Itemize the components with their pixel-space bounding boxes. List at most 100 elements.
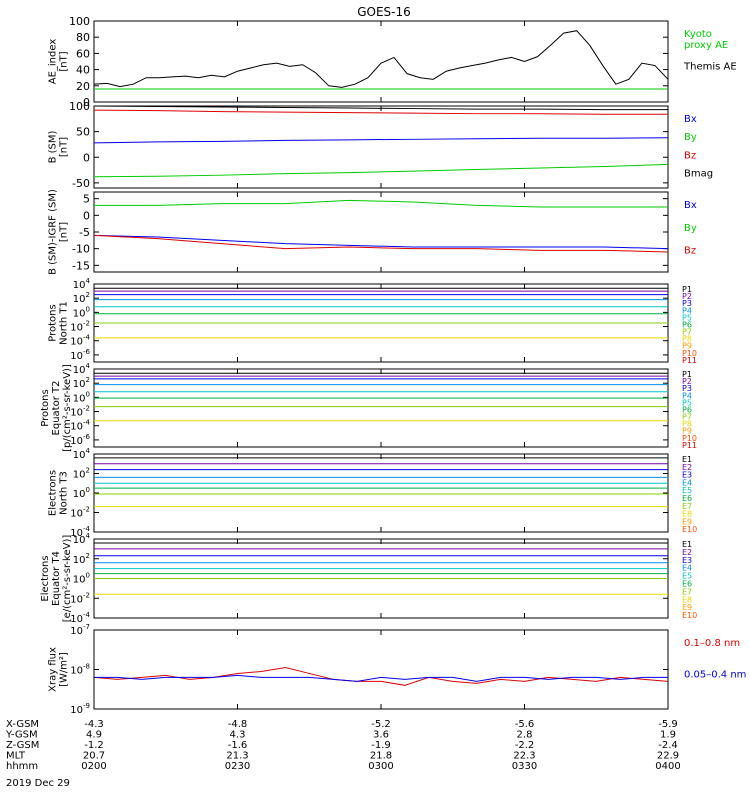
y-tick-label: 10-4 xyxy=(70,525,90,539)
legend-item: E4 xyxy=(682,478,692,487)
footer-value: -2.4 xyxy=(658,740,678,751)
legend-item: P4 xyxy=(682,306,692,315)
y-tick-label: 102 xyxy=(73,467,90,481)
legend-item: P7 xyxy=(682,328,692,337)
legend-item: E8 xyxy=(682,510,692,519)
legend-item: E2 xyxy=(682,548,692,557)
legend-item: 0.05–0.4 nm xyxy=(684,670,746,681)
y-tick-label: 104 xyxy=(73,277,91,291)
y-tick-label: 60 xyxy=(76,47,90,60)
footer-value: -4.3 xyxy=(84,719,104,730)
y-tick-label: 40 xyxy=(76,64,90,77)
footer-value: -1.2 xyxy=(84,740,104,751)
legend-item: Kyoto xyxy=(684,29,712,40)
series-0-05-0-4-nm xyxy=(94,674,668,682)
y-axis-label: Equator T2 xyxy=(51,381,62,436)
y-tick-label: 104 xyxy=(73,362,91,376)
footer-value: -5.2 xyxy=(371,719,391,730)
y-tick-label: 100 xyxy=(73,390,90,404)
y-tick-label: 10-6 xyxy=(70,348,90,362)
footer-value: 21.3 xyxy=(226,751,248,762)
legend-item: E6 xyxy=(682,580,692,589)
y-tick-label: -10 xyxy=(72,243,90,256)
legend-item: By xyxy=(684,132,697,143)
legend-item: E3 xyxy=(682,471,692,480)
legend-item: E9 xyxy=(682,603,692,612)
footer-value: 20.7 xyxy=(83,751,105,762)
legend-item: P10 xyxy=(682,349,697,358)
y-tick-label: 102 xyxy=(73,376,90,390)
legend-item: P11 xyxy=(682,356,697,365)
series-bx xyxy=(93,137,669,144)
legend-item: P9 xyxy=(682,342,692,351)
footer-row-label: Z-GSM xyxy=(6,740,39,751)
footer-value: 22.3 xyxy=(513,751,535,762)
legend-item: Bz xyxy=(684,246,696,257)
footer-value: 0200 xyxy=(81,761,106,772)
footer-value: -1.6 xyxy=(228,740,248,751)
legend-item: E9 xyxy=(682,517,692,526)
legend-item: Bx xyxy=(684,200,697,211)
panel-frame xyxy=(93,368,669,448)
footer-row-label: Y-GSM xyxy=(5,730,38,741)
footer-value: 21.8 xyxy=(370,751,392,762)
y-axis-label: Protons xyxy=(40,389,51,426)
footer-value: 0300 xyxy=(368,761,393,772)
y-axis-label: [nT] xyxy=(59,51,70,71)
y-tick-label: 104 xyxy=(73,447,91,461)
legend-item: P10 xyxy=(682,434,697,443)
series-bx xyxy=(93,234,669,250)
chart-title: GOES-16 xyxy=(357,5,411,19)
legend-item: P9 xyxy=(682,427,692,436)
series-themis-ae xyxy=(93,30,669,88)
y-axis-label: B (SM) xyxy=(48,130,59,163)
y-axis-label: North T3 xyxy=(59,471,70,515)
panel-frame xyxy=(93,20,669,103)
y-tick-label: 100 xyxy=(69,100,90,113)
y-tick-label: 10-8 xyxy=(70,663,90,677)
footer-value: -2.2 xyxy=(515,740,535,751)
panel-frame xyxy=(93,191,669,273)
y-tick-label: 100 xyxy=(73,486,90,500)
y-axis-label: [p/(cm²-s-sr-keV)] xyxy=(62,364,73,452)
y-tick-label: 10-4 xyxy=(70,419,90,433)
y-tick-label: 0 xyxy=(83,96,90,109)
panel-6: 104 102 100 10-2 10-4 Electrons North T3 E1E2E3… xyxy=(48,447,698,539)
series-by xyxy=(93,163,669,178)
y-tick-label: 10-2 xyxy=(70,591,90,605)
legend-item: P8 xyxy=(682,420,692,429)
legend-item: P3 xyxy=(682,299,692,308)
panel-8: 10-7 10-8 10-9 Xray flux [W/m²] 0.1–0.8 nm 0.0… xyxy=(48,623,747,716)
legend-item: P1 xyxy=(682,370,692,379)
legend-item: By xyxy=(684,223,697,234)
y-tick-label: 100 xyxy=(73,305,90,319)
y-tick-label: 10-4 xyxy=(70,334,90,348)
series-bz xyxy=(93,234,669,253)
legend-item: E5 xyxy=(682,486,692,495)
series-bz xyxy=(93,109,668,115)
y-tick-label: 0 xyxy=(83,209,90,222)
y-tick-label: 10-2 xyxy=(70,405,90,419)
y-tick-label: 10-4 xyxy=(70,611,90,625)
y-axis-label: [W/m²] xyxy=(59,652,70,687)
y-axis-label: Electrons xyxy=(40,555,51,601)
y-tick-label: 100 xyxy=(73,572,90,586)
footer-value: 0230 xyxy=(225,761,250,772)
legend-item: E1 xyxy=(682,540,692,549)
y-tick-label: 0 xyxy=(83,151,90,164)
legend-item: P3 xyxy=(682,384,692,393)
footer-value: 3.6 xyxy=(373,730,389,741)
series-bmag xyxy=(93,105,668,111)
y-tick-label: 102 xyxy=(73,291,90,305)
legend-item: E7 xyxy=(682,502,692,511)
legend-item: Bx xyxy=(684,114,697,125)
y-tick-label: 5 xyxy=(83,193,90,206)
y-tick-label: 50 xyxy=(76,126,90,139)
footer-value: -4.8 xyxy=(228,719,248,730)
y-axis-label: Electrons xyxy=(48,470,59,516)
y-tick-label: 100 xyxy=(69,15,90,28)
y-axis-label: North T1 xyxy=(59,301,70,345)
